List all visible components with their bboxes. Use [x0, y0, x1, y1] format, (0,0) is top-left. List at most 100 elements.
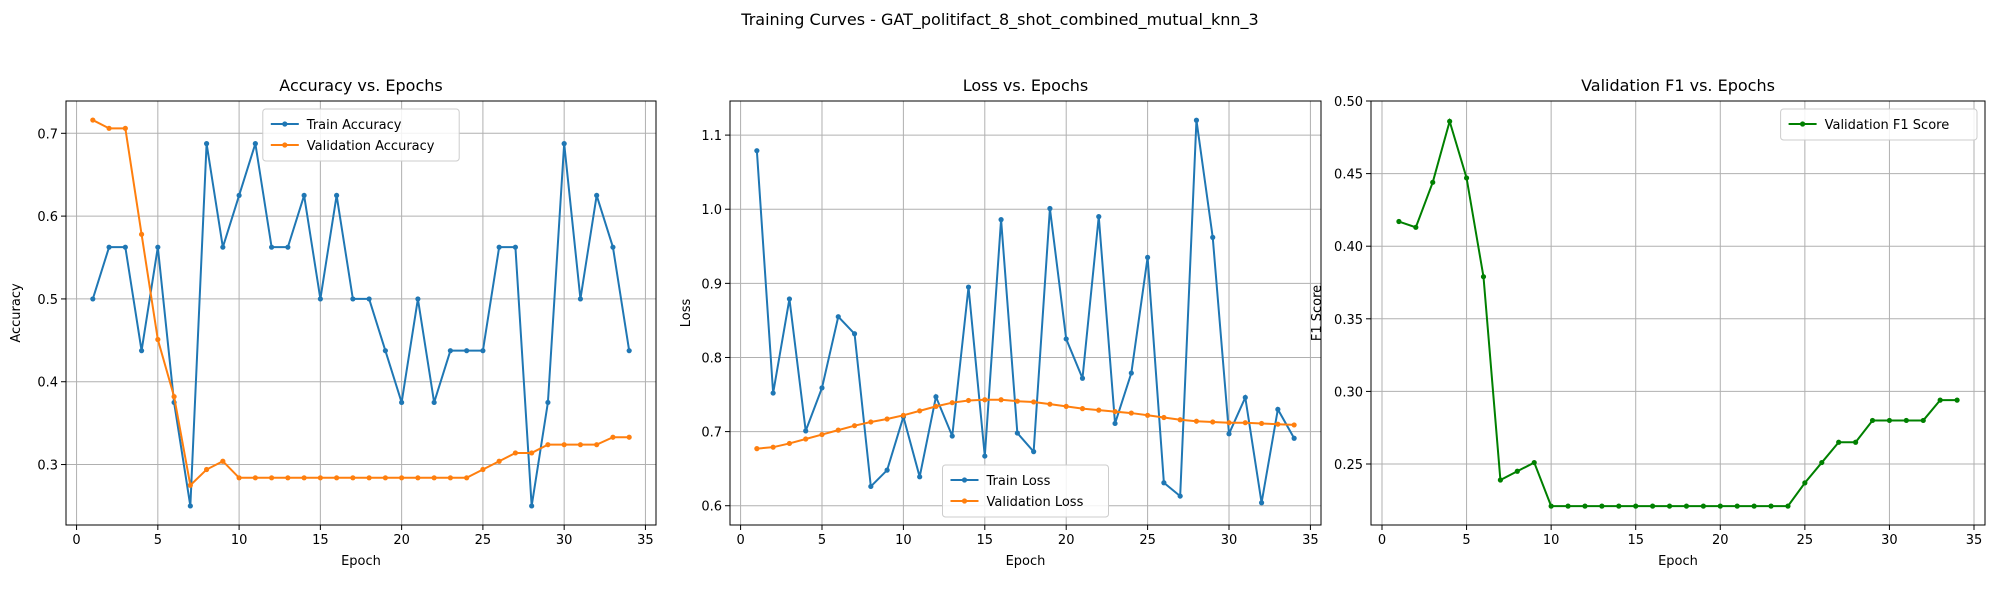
series-line-2 — [92, 119, 630, 488]
data-point — [884, 416, 890, 422]
data-point — [1447, 118, 1453, 124]
data-point — [350, 296, 356, 302]
y-axis-label: Loss — [679, 299, 694, 328]
data-point — [1128, 370, 1134, 376]
data-point — [301, 192, 307, 199]
data-point — [464, 475, 470, 481]
data-point — [496, 458, 502, 464]
chart-title: Loss vs. Epochs — [963, 76, 1088, 95]
data-point — [868, 419, 874, 425]
x-tick-label: 25 — [1139, 533, 1156, 548]
figure-suptitle: Training Curves - GAT_politifact_8_shot_… — [740, 10, 1258, 30]
data-point — [1920, 417, 1926, 424]
data-point — [626, 348, 632, 354]
x-axis-label: Epoch — [1658, 554, 1698, 569]
data-point — [1819, 459, 1825, 466]
x-tick-label: 0 — [1378, 533, 1386, 548]
data-point — [933, 394, 939, 400]
x-tick-label: 35 — [1966, 533, 1983, 548]
legend-box — [942, 464, 1109, 518]
x-tick-label: 10 — [231, 533, 248, 548]
data-point — [106, 125, 112, 131]
data-point — [1193, 418, 1200, 424]
y-tick-label: 0.6 — [701, 500, 722, 515]
data-point — [1242, 420, 1248, 426]
data-point — [1903, 417, 1909, 424]
data-point — [610, 434, 616, 440]
data-point — [917, 408, 923, 414]
y-axis-label: Accuracy — [9, 283, 24, 343]
data-point — [1582, 503, 1588, 509]
y-tick-label: 0.6 — [37, 210, 58, 225]
legend-marker — [961, 498, 968, 504]
data-point — [382, 475, 388, 481]
data-point — [1242, 394, 1248, 401]
x-tick-label: 25 — [475, 533, 492, 548]
x-tick-label: 0 — [72, 533, 80, 548]
data-point — [1633, 503, 1639, 509]
data-point — [1396, 218, 1402, 225]
legend-label: Validation Accuracy — [307, 139, 435, 154]
chart-panel-3: 0 5 10 15 20 25 30 35 0.25 0.30 0.35 0.40 0.45 0.50 Va… — [1310, 76, 1986, 569]
data-point — [382, 348, 388, 354]
series-line-1 — [91, 143, 631, 507]
data-point — [138, 348, 145, 354]
y-tick-label: 0.50 — [1334, 95, 1363, 110]
data-point — [884, 467, 890, 473]
data-point — [1275, 406, 1281, 412]
data-point — [1226, 431, 1232, 437]
data-point — [155, 336, 161, 343]
data-point — [1751, 503, 1757, 509]
y-tick-label: 0.35 — [1334, 313, 1363, 328]
data-point — [594, 442, 600, 448]
data-point — [1161, 414, 1167, 421]
data-point — [786, 440, 793, 447]
data-point — [786, 296, 793, 302]
data-point — [1497, 477, 1503, 483]
data-point — [1937, 397, 1943, 403]
data-point — [1258, 420, 1265, 427]
data-point — [754, 148, 760, 154]
y-tick-label: 0.45 — [1334, 168, 1363, 183]
data-point — [366, 475, 372, 481]
x-tick-label: 20 — [393, 533, 410, 548]
data-point — [1063, 403, 1069, 409]
y-tick-label: 0.5 — [37, 293, 58, 308]
legend-box — [1780, 108, 1978, 141]
data-point — [1112, 408, 1118, 415]
data-point — [819, 385, 825, 391]
legend-marker — [282, 142, 288, 148]
x-axis-label: Epoch — [1006, 554, 1046, 569]
legend-label: Validation Loss — [987, 495, 1084, 510]
data-point — [106, 244, 112, 250]
axes-frame — [65, 100, 657, 526]
data-point — [399, 399, 405, 406]
y-tick-label: 0.7 — [701, 426, 722, 441]
data-point — [269, 244, 275, 250]
data-point — [415, 296, 421, 302]
legend-label: Train Accuracy — [306, 118, 402, 133]
data-point — [1047, 401, 1053, 407]
data-point — [577, 296, 584, 302]
data-point — [949, 433, 955, 439]
data-point — [1079, 375, 1086, 381]
x-tick-label: 15 — [1627, 533, 1644, 548]
data-point — [431, 475, 437, 481]
data-point — [949, 400, 955, 406]
data-point — [1514, 468, 1520, 474]
data-point — [138, 231, 145, 237]
data-point — [236, 475, 242, 481]
data-point — [1954, 397, 1960, 403]
legend: Train Accuracy Validation Accuracy — [262, 108, 460, 162]
legend-marker — [1800, 121, 1806, 127]
y-tick-label: 0.4 — [37, 376, 58, 391]
data-point — [1275, 421, 1281, 427]
data-point — [122, 244, 128, 250]
data-point — [1785, 503, 1791, 509]
data-point — [431, 399, 437, 406]
x-tick-label: 35 — [1302, 533, 1319, 548]
data-point — [1177, 417, 1183, 423]
x-tick-label: 20 — [1058, 533, 1075, 548]
legend-marker — [282, 121, 288, 127]
